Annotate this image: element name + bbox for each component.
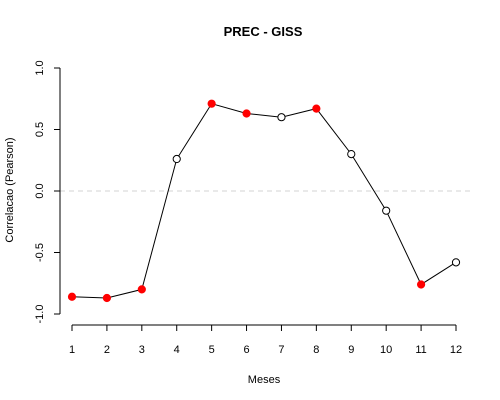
x-axis-label: Meses xyxy=(248,374,281,386)
data-point-2 xyxy=(102,293,112,303)
y-axis: -1.0 -0.5 0.0 0.5 1.0 xyxy=(34,60,61,324)
x-tick-label-3: 3 xyxy=(139,344,145,356)
data-point-5 xyxy=(207,99,216,108)
data-point-11 xyxy=(416,280,426,289)
data-point-8 xyxy=(312,104,321,113)
x-tick-label-4: 4 xyxy=(174,344,180,356)
y-tick-label-5: 1.0 xyxy=(34,60,46,75)
chart-title: PREC - GISS xyxy=(224,24,303,39)
x-tick-label-7: 7 xyxy=(278,344,284,356)
x-tick-label-11: 11 xyxy=(415,344,426,356)
y-tick-label-4: 0.5 xyxy=(34,122,46,137)
data-point-7 xyxy=(277,113,286,122)
data-points xyxy=(67,99,461,303)
data-point-1 xyxy=(67,292,77,301)
y-tick-label-2: -0.5 xyxy=(34,243,46,262)
data-point-10 xyxy=(382,206,391,215)
series-line xyxy=(71,103,457,299)
x-axis: 1 2 3 4 5 6 7 8 9 10 11 12 xyxy=(69,324,462,356)
data-point-6 xyxy=(242,109,251,118)
plot-area xyxy=(60,99,470,303)
y-tick-label-1: -1.0 xyxy=(34,305,46,324)
x-tick-label-5: 5 xyxy=(209,344,215,356)
x-tick-label-1: 1 xyxy=(69,344,75,356)
x-tick-label-9: 9 xyxy=(348,344,354,356)
data-point-12 xyxy=(451,258,461,267)
y-axis-label: Correlacao (Pearson) xyxy=(4,137,16,242)
x-tick-label-6: 6 xyxy=(243,344,249,356)
x-tick-label-8: 8 xyxy=(313,344,319,356)
y-tick-label-3: 0.0 xyxy=(34,183,46,198)
data-point-3 xyxy=(137,285,146,294)
data-point-9 xyxy=(347,150,356,159)
data-point-4 xyxy=(172,154,181,164)
x-tick-label-12: 12 xyxy=(450,344,462,356)
x-tick-label-10: 10 xyxy=(380,344,392,356)
x-tick-label-2: 2 xyxy=(104,344,110,356)
